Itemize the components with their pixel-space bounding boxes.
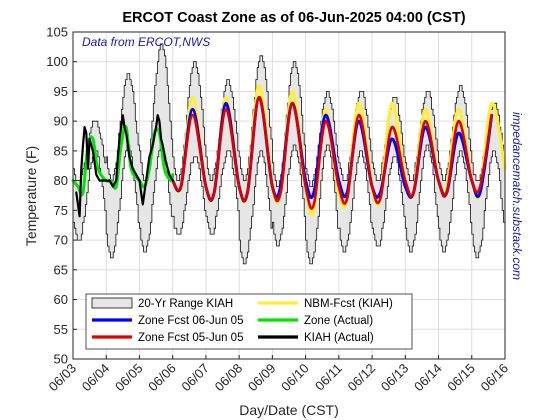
legend-swatch: [91, 297, 133, 309]
y-tick-label: 60: [54, 292, 68, 307]
y-tick-label: 105: [46, 25, 68, 40]
x-axis-label: Day/Date (CST): [239, 402, 339, 418]
side-note: impedancematch.substack.com: [510, 112, 524, 280]
legend-box: [85, 293, 413, 350]
series-layer: [71, 83, 507, 218]
legend-label: Zone Fcst 06-Jun 05: [138, 315, 243, 327]
range-band-layer: [72, 43, 506, 265]
y-tick-label: 100: [46, 54, 68, 69]
series-line-4: [75, 114, 174, 218]
y-tick-label: 70: [54, 233, 68, 248]
legend-label: 20-Yr Range KIAH: [138, 298, 233, 310]
source-note: Data from ERCOT,NWS: [82, 35, 210, 49]
y-tick-label: 80: [54, 173, 68, 188]
y-tick-label: 55: [54, 322, 68, 337]
y-tick-label: 85: [54, 143, 68, 158]
y-tick-label: 65: [54, 262, 68, 277]
y-tick-label: 95: [54, 84, 68, 99]
legend-label: Zone Fcst 05-Jun 05: [138, 332, 243, 344]
legend: 20-Yr Range KIAH NBM-Fcst (KIAH) Zone Fcst…: [85, 293, 413, 350]
y-tick-label: 90: [54, 114, 68, 129]
y-tick-label: 50: [54, 352, 68, 367]
plot-frame: [72, 31, 506, 360]
range-band-kiah: [72, 43, 506, 265]
y-tick-label: 75: [54, 203, 68, 218]
y-axis-ticks: 50 55 60 65 70 75 80 85 90 95 100 105: [46, 25, 77, 367]
chart-title: ERCOT Coast Zone as of 06-Jun-2025 04:00…: [122, 10, 465, 26]
legend-label: KIAH (Actual): [304, 332, 374, 344]
legend-label: Zone (Actual): [304, 315, 373, 327]
legend-label: NBM-Fcst (KIAH): [304, 298, 393, 310]
y-axis-label: Temperature (F): [23, 146, 39, 246]
series-line-2: [171, 96, 493, 210]
